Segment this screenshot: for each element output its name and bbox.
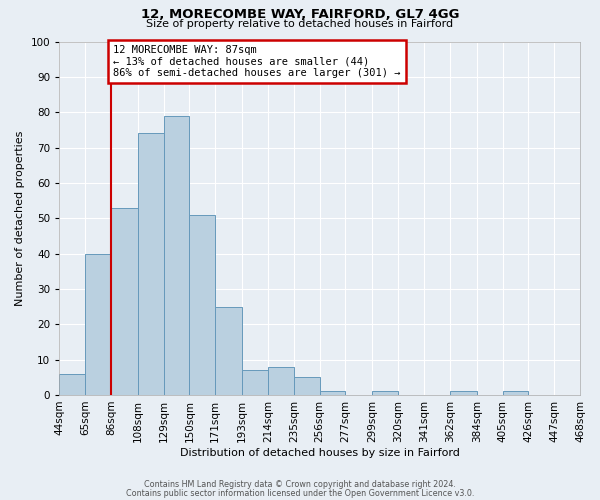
Bar (242, 370, 268, 395)
Bar (294, 378, 320, 395)
Bar (268, 366, 294, 395)
Y-axis label: Number of detached properties: Number of detached properties (15, 130, 25, 306)
Bar (373, 392, 398, 395)
Bar (320, 392, 346, 395)
Text: 12, MORECOMBE WAY, FAIRFORD, GL7 4GG: 12, MORECOMBE WAY, FAIRFORD, GL7 4GG (141, 8, 459, 20)
Bar (138, 134, 164, 395)
X-axis label: Distribution of detached houses by size in Fairford: Distribution of detached houses by size … (179, 448, 460, 458)
Text: Size of property relative to detached houses in Fairford: Size of property relative to detached ho… (146, 19, 454, 29)
Bar (450, 392, 477, 395)
Text: Contains HM Land Registry data © Crown copyright and database right 2024.: Contains HM Land Registry data © Crown c… (144, 480, 456, 489)
Bar (59, 374, 85, 395)
Bar (503, 392, 529, 395)
Text: 12 MORECOMBE WAY: 87sqm
← 13% of detached houses are smaller (44)
86% of semi-de: 12 MORECOMBE WAY: 87sqm ← 13% of detache… (113, 45, 401, 78)
Bar (164, 116, 190, 395)
Bar (85, 254, 111, 395)
Bar (111, 208, 138, 395)
Text: Contains public sector information licensed under the Open Government Licence v3: Contains public sector information licen… (126, 489, 474, 498)
Bar (190, 214, 215, 395)
Bar (215, 306, 242, 395)
